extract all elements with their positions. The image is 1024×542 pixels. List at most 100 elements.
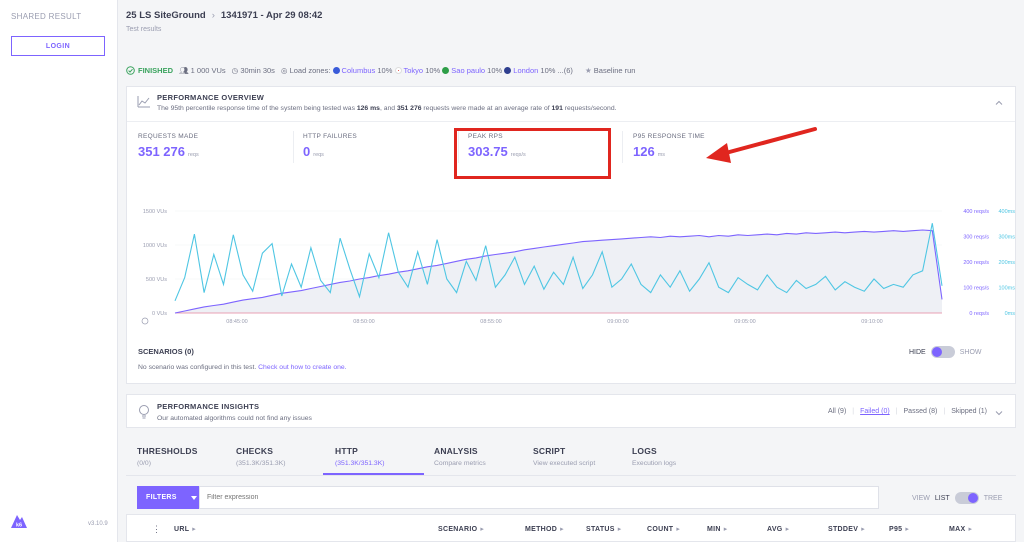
separator: | xyxy=(895,408,898,415)
metric-label: REQUESTS MADE xyxy=(138,133,199,140)
insights-description: Our automated algorithms could not find … xyxy=(157,415,312,422)
toggle-switch[interactable] xyxy=(930,346,955,358)
metric-value: 303.75 reqs/s xyxy=(468,144,526,159)
tab-logs[interactable]: LOGS Execution logs xyxy=(632,446,731,475)
filter-passed[interactable]: Passed (8) xyxy=(903,408,938,415)
filter-all[interactable]: All (9) xyxy=(828,408,847,415)
column-status[interactable]: STATUS ▸ xyxy=(586,525,622,533)
metric-label: PEAK RPS xyxy=(468,133,503,140)
column-scenario[interactable]: SCENARIO ▸ xyxy=(438,525,484,533)
column-min[interactable]: MIN ▸ xyxy=(707,525,728,533)
baseline-run[interactable]: ★ Baseline run xyxy=(585,66,636,75)
divider xyxy=(127,121,1015,122)
zone-name: London xyxy=(513,66,539,75)
desc-text: The 95th percentile response time of the… xyxy=(157,105,357,112)
overview-description: The 95th percentile response time of the… xyxy=(157,105,617,112)
zone-columbus: Columbus 10% xyxy=(332,66,392,75)
scenarios-toggle[interactable]: HIDE SHOW xyxy=(909,346,982,358)
tab-label: THRESHOLDS xyxy=(137,446,198,456)
chevron-up-icon[interactable] xyxy=(995,99,1003,107)
column-label: SCENARIO xyxy=(438,526,478,533)
column-max[interactable]: MAX ▸ xyxy=(949,525,972,533)
duration: ◷ 30min 30s xyxy=(232,66,275,75)
metric-number: 0 xyxy=(303,144,311,159)
filter-skipped[interactable]: Skipped (1) xyxy=(951,408,987,415)
metric-value: 126 ms xyxy=(633,144,705,159)
k6-logo-icon[interactable]: k6 xyxy=(10,513,28,529)
y-tick-label: 0 VUs xyxy=(152,311,167,317)
tab-http[interactable]: HTTP (351.3K/351.3K) xyxy=(323,446,434,475)
performance-insights-card[interactable]: PERFORMANCE INSIGHTS Our automated algor… xyxy=(126,394,1016,428)
x-tick-label: 08:55:00 xyxy=(480,319,501,325)
x-tick-label: 08:45:00 xyxy=(226,319,247,325)
y3-tick-label: 200ms xyxy=(998,260,1015,266)
y3-tick-label: 0ms xyxy=(1005,311,1015,317)
overview-title: PERFORMANCE OVERVIEW xyxy=(157,93,265,102)
desc-p95: 126 ms xyxy=(356,105,380,112)
y-tick-label: 1500 VUs xyxy=(143,209,167,215)
metric-number: 351 276 xyxy=(138,144,185,159)
sort-icon: ▸ xyxy=(560,526,564,533)
uk-flag-icon xyxy=(504,67,512,74)
column-method[interactable]: METHOD ▸ xyxy=(525,525,564,533)
response-time-series-line xyxy=(174,223,943,302)
filters-button[interactable]: FILTERS xyxy=(137,486,199,509)
x-tick-label: 09:05:00 xyxy=(734,319,755,325)
filter-expression-input[interactable] xyxy=(199,486,879,509)
performance-chart[interactable]: 1500 VUs 1000 VUs 500 VUs 0 VUs 400 reqs/s 40… xyxy=(127,199,1015,325)
insights-title: PERFORMANCE INSIGHTS xyxy=(157,402,260,411)
column-p95[interactable]: P95 ▸ xyxy=(889,525,909,533)
view-switch[interactable] xyxy=(954,492,979,504)
tab-script[interactable]: SCRIPT View executed script xyxy=(533,446,632,475)
tab-sublabel: View executed script xyxy=(533,460,596,467)
chevron-down-icon[interactable] xyxy=(995,409,1003,417)
br-flag-icon xyxy=(442,67,450,74)
filters-label: FILTERS xyxy=(146,494,177,501)
y-tick-label: 500 VUs xyxy=(146,277,167,283)
load-zones[interactable]: ◎ Load zones: Columbus 10% Tokyo 10% Sao… xyxy=(281,66,573,75)
highlight-box xyxy=(454,128,611,179)
view-toggle[interactable]: VIEW LIST TREE xyxy=(912,492,1002,504)
metric-requests-made: REQUESTS MADE 351 276 reqs xyxy=(138,133,199,159)
metric-unit: reqs xyxy=(313,152,324,158)
column-stddev[interactable]: STDDEV ▸ xyxy=(828,525,865,533)
zone-pct: 10% xyxy=(425,66,441,75)
tree-label[interactable]: TREE xyxy=(983,494,1003,502)
sort-icon: ▸ xyxy=(676,526,681,533)
x-tick-label: 09:10:00 xyxy=(861,319,882,325)
duration-label: 30min 30s xyxy=(240,66,275,75)
column-url[interactable]: URL ▸ xyxy=(174,525,196,533)
svg-text:k6: k6 xyxy=(16,523,22,529)
version-label: v3.10.9 xyxy=(88,521,108,527)
performance-overview-card: PERFORMANCE OVERVIEW The 95th percentile… xyxy=(126,86,1016,384)
show-label[interactable]: SHOW xyxy=(959,348,982,356)
tab-analysis[interactable]: ANALYSIS Compare metrics xyxy=(434,446,533,475)
desc-rate: 191 xyxy=(551,105,563,112)
zone-pct: 10% xyxy=(540,66,556,75)
tab-checks[interactable]: CHECKS (351.3K/351.3K) xyxy=(236,446,335,475)
y2-tick-label: 400 reqs/s xyxy=(963,209,989,215)
x-tick-label: 08:50:00 xyxy=(353,319,374,325)
globe-icon: ◎ xyxy=(280,66,288,75)
login-button[interactable]: LOGIN xyxy=(11,36,105,56)
tab-thresholds[interactable]: THRESHOLDS (0/0) xyxy=(137,446,236,475)
toggle-knob xyxy=(967,493,978,503)
list-label[interactable]: LIST xyxy=(934,494,950,502)
y3-tick-label: 100ms xyxy=(998,286,1015,292)
status-finished-label: FINISHED xyxy=(138,66,174,75)
tab-label: HTTP xyxy=(335,446,358,456)
tab-label: CHECKS xyxy=(236,446,274,456)
check-circle-icon xyxy=(126,66,135,75)
more-vertical-icon[interactable]: ⋮ xyxy=(152,524,161,534)
breadcrumb-project[interactable]: 25 LS SiteGround xyxy=(126,10,206,21)
tab-label: ANALYSIS xyxy=(434,446,478,456)
column-avg[interactable]: AVG ▸ xyxy=(767,525,789,533)
more-zones-link[interactable]: ...(6) xyxy=(557,66,573,75)
y2-tick-label: 300 reqs/s xyxy=(963,235,989,241)
hide-label[interactable]: HIDE xyxy=(909,348,926,356)
create-scenario-link[interactable]: Check out how to create one. xyxy=(258,364,347,371)
metric-peak-rps: PEAK RPS 303.75 reqs/s xyxy=(468,133,526,159)
load-zones-label: Load zones: xyxy=(289,66,331,75)
filter-failed[interactable]: Failed (0) xyxy=(860,408,890,415)
column-count[interactable]: COUNT ▸ xyxy=(647,525,680,533)
